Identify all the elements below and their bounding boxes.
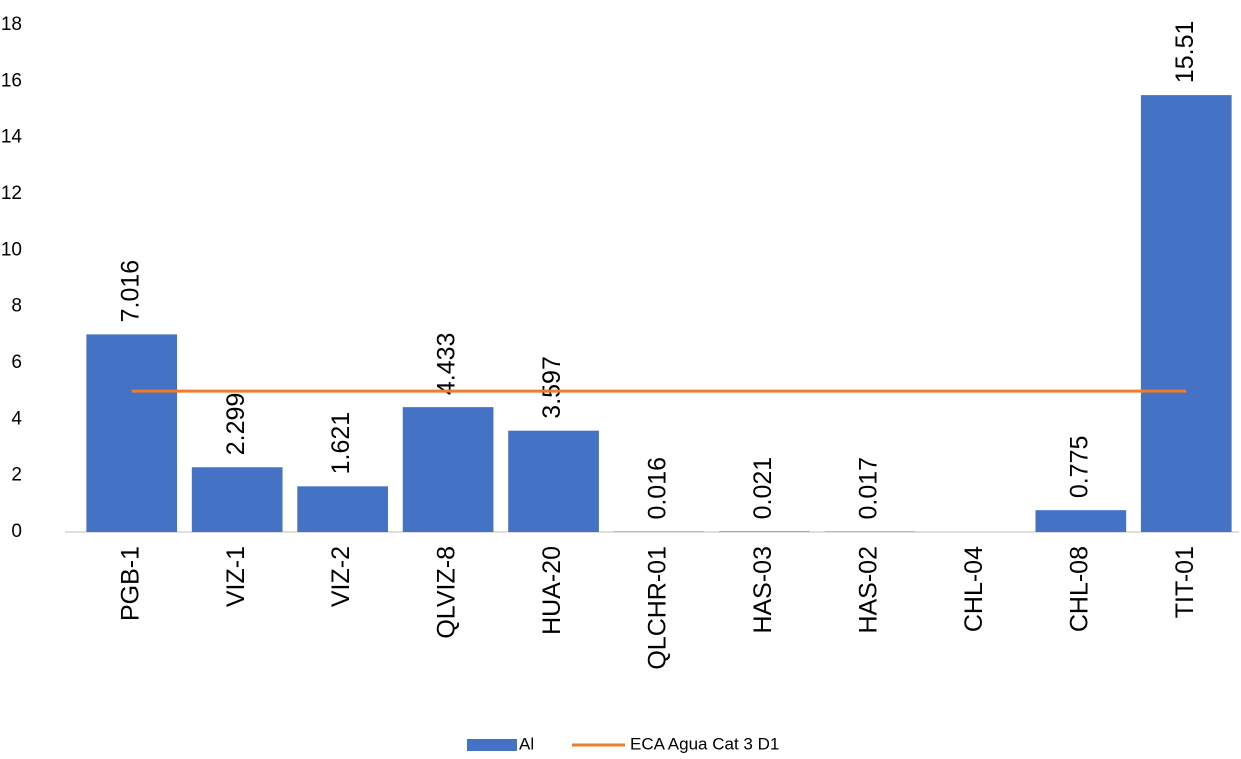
x-tick-label: HUA-20 [538, 546, 566, 635]
bar [402, 407, 494, 532]
x-tick-label: CHL-08 [1065, 546, 1093, 632]
x-tick-label: CHL-04 [960, 546, 988, 632]
y-tick-label: 12 [1, 183, 22, 204]
bar [508, 430, 599, 532]
bar [1035, 510, 1127, 532]
x-tick-label: VIZ-1 [222, 546, 250, 607]
y-tick-label: 6 [11, 352, 22, 373]
value-label: 3.597 [538, 356, 566, 419]
value-label: 0.775 [1065, 436, 1093, 499]
legend-swatch [467, 739, 517, 751]
x-tick-label: VIZ-2 [327, 546, 355, 607]
value-label: 7.016 [116, 260, 144, 323]
x-tick-label: QLVIZ-8 [433, 546, 461, 639]
x-tick-label: QLCHR-01 [644, 546, 672, 670]
bar [191, 467, 283, 532]
value-label: 0.021 [749, 457, 777, 520]
y-tick-label: 0 [11, 521, 22, 542]
value-label: 0.016 [644, 457, 672, 520]
y-tick-label: 8 [11, 296, 22, 317]
value-label: 2.299 [222, 393, 250, 456]
bar [719, 531, 810, 532]
value-label: 1.621 [327, 412, 355, 475]
y-tick-label: 4 [11, 408, 22, 429]
value-label: 4.433 [433, 333, 461, 396]
x-tick-label: HAS-03 [749, 546, 777, 634]
y-tick-label: 18 [1, 14, 22, 35]
bar [86, 334, 178, 532]
y-tick-label: 16 [1, 70, 22, 91]
legend-label: Al [519, 734, 534, 753]
x-tick-label: TIT-01 [1171, 546, 1199, 618]
x-tick-label: HAS-02 [855, 546, 883, 634]
value-label: 0.017 [855, 457, 883, 520]
value-label: 15.51 [1171, 21, 1199, 84]
y-tick-label: 14 [1, 127, 23, 148]
bar [297, 486, 388, 532]
bar [1140, 95, 1232, 532]
y-tick-label: 2 [11, 465, 22, 486]
legend-label: ECA Agua Cat 3 D1 [630, 734, 779, 753]
y-tick-label: 10 [1, 239, 22, 260]
x-tick-label: PGB-1 [116, 546, 144, 621]
